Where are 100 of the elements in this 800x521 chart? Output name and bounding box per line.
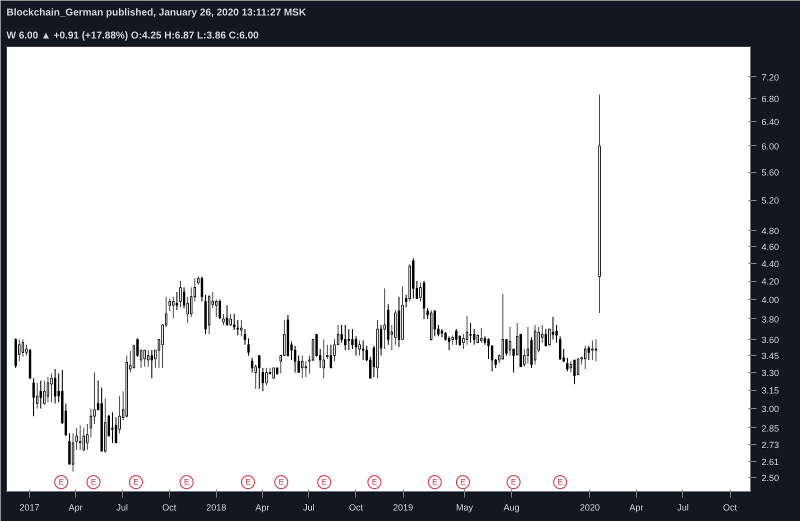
annotation: E xyxy=(557,478,563,487)
candlestick xyxy=(43,380,46,406)
candlestick xyxy=(472,328,476,346)
y-tick-label: 6.40 xyxy=(762,116,780,127)
candlestick xyxy=(68,432,71,465)
y-tick-label: 5.20 xyxy=(762,196,780,206)
annotation: E xyxy=(245,478,251,487)
candlestick xyxy=(111,412,114,444)
candlestick xyxy=(358,340,361,356)
candlestick xyxy=(18,338,21,362)
candlestick xyxy=(200,276,204,302)
candlestick xyxy=(330,344,332,368)
y-tick-label: 3.15 xyxy=(762,386,780,396)
candlestick xyxy=(262,367,264,392)
candlestick xyxy=(236,319,240,336)
annotation: E xyxy=(322,478,327,487)
candlestick xyxy=(304,360,308,378)
x-tick-label: May xyxy=(456,502,474,512)
candlestick xyxy=(240,319,243,337)
candlestick xyxy=(462,334,465,350)
candlestick xyxy=(344,324,346,351)
candlestick xyxy=(265,367,268,386)
candlestick xyxy=(168,298,171,312)
candlestick xyxy=(480,328,483,344)
x-tick-label: Oct xyxy=(162,502,177,512)
x-tick-label: Aug xyxy=(504,502,520,512)
candlestick xyxy=(566,357,569,372)
y-tick-label: 3.00 xyxy=(762,404,780,414)
candlestick xyxy=(576,358,580,376)
candlestick xyxy=(172,296,175,318)
candlestick xyxy=(548,328,551,346)
x-tick-label: 2020 xyxy=(580,502,600,512)
candlestick xyxy=(558,336,562,360)
candlestick xyxy=(544,328,548,346)
y-tick-label: 4.60 xyxy=(762,242,780,252)
candlestick xyxy=(555,324,558,344)
candlestick xyxy=(526,326,530,364)
annotation: E xyxy=(372,478,378,487)
x-tick-label: Jul xyxy=(303,502,315,512)
x-tick-label: Oct xyxy=(723,502,738,512)
candlestick xyxy=(272,367,275,379)
candlestick xyxy=(250,357,254,373)
candlestick xyxy=(143,350,146,368)
y-tick-label: 4.20 xyxy=(762,276,780,287)
candlestick xyxy=(82,427,85,452)
candlestick xyxy=(75,427,78,450)
y-tick-label: 3.80 xyxy=(762,314,780,324)
candlestick xyxy=(226,304,228,326)
candlestick xyxy=(222,314,225,326)
x-tick-label: Apr xyxy=(255,502,270,512)
candlestick xyxy=(383,288,386,350)
candlestick xyxy=(150,350,154,379)
candlestick xyxy=(36,382,38,410)
annotation: E xyxy=(278,478,284,487)
text: Blockchain_German published, January 26, 2020 13:11:27 MSK xyxy=(6,8,307,18)
candlestick xyxy=(46,376,50,403)
candlestick xyxy=(215,299,218,318)
y-tick-label: 2.73 xyxy=(762,440,780,450)
candlestick xyxy=(469,322,472,344)
candlestick xyxy=(591,340,594,360)
x-tick-label: Apr xyxy=(68,502,83,512)
candlestick xyxy=(190,286,192,318)
candlestick xyxy=(147,350,150,368)
y-tick-label: 4.80 xyxy=(762,226,780,236)
candlestick xyxy=(294,345,296,373)
text: W 6.00 ▲ +0.91 (+17.88%) O:4.25 H:6.87 L:3.86 C:6.00 xyxy=(6,30,260,42)
candlestick xyxy=(351,328,354,350)
x-tick-label: Jul xyxy=(116,502,128,512)
y-tick-label: 6.80 xyxy=(762,94,780,104)
annotation: E xyxy=(133,478,139,487)
x-tick-label: 2019 xyxy=(393,502,414,512)
candlestick xyxy=(451,334,454,346)
x-tick-label: Jul xyxy=(677,502,689,512)
candlestick xyxy=(40,380,42,410)
y-tick-label: 2.85 xyxy=(762,423,780,434)
candlestick xyxy=(455,328,458,346)
x-tick-label: 2018 xyxy=(206,502,226,512)
annotation: E xyxy=(184,478,190,487)
y-tick-label: 5.60 xyxy=(762,168,780,178)
candlestick xyxy=(258,355,260,390)
candlestick xyxy=(229,314,232,327)
candlestick xyxy=(32,378,35,417)
x-tick-label: Apr xyxy=(629,502,644,512)
candlestick xyxy=(505,338,508,356)
y-tick-label: 3.45 xyxy=(762,351,780,362)
annotation: E xyxy=(432,478,438,487)
x-tick-label: Oct xyxy=(348,502,364,512)
candlestick xyxy=(54,368,56,404)
candlestick xyxy=(232,314,236,331)
candlestick xyxy=(301,355,304,379)
x-tick-label: 2017 xyxy=(20,502,40,512)
y-tick-label: 4.40 xyxy=(762,258,780,269)
candlestick xyxy=(570,360,572,373)
candlestick xyxy=(78,424,82,450)
candlestick xyxy=(176,292,178,311)
annotation: E xyxy=(460,478,466,487)
annotation: E xyxy=(90,478,96,487)
annotation: E xyxy=(58,478,64,487)
y-tick-label: 2.61 xyxy=(762,456,780,467)
y-tick-label: 4.00 xyxy=(762,295,780,306)
